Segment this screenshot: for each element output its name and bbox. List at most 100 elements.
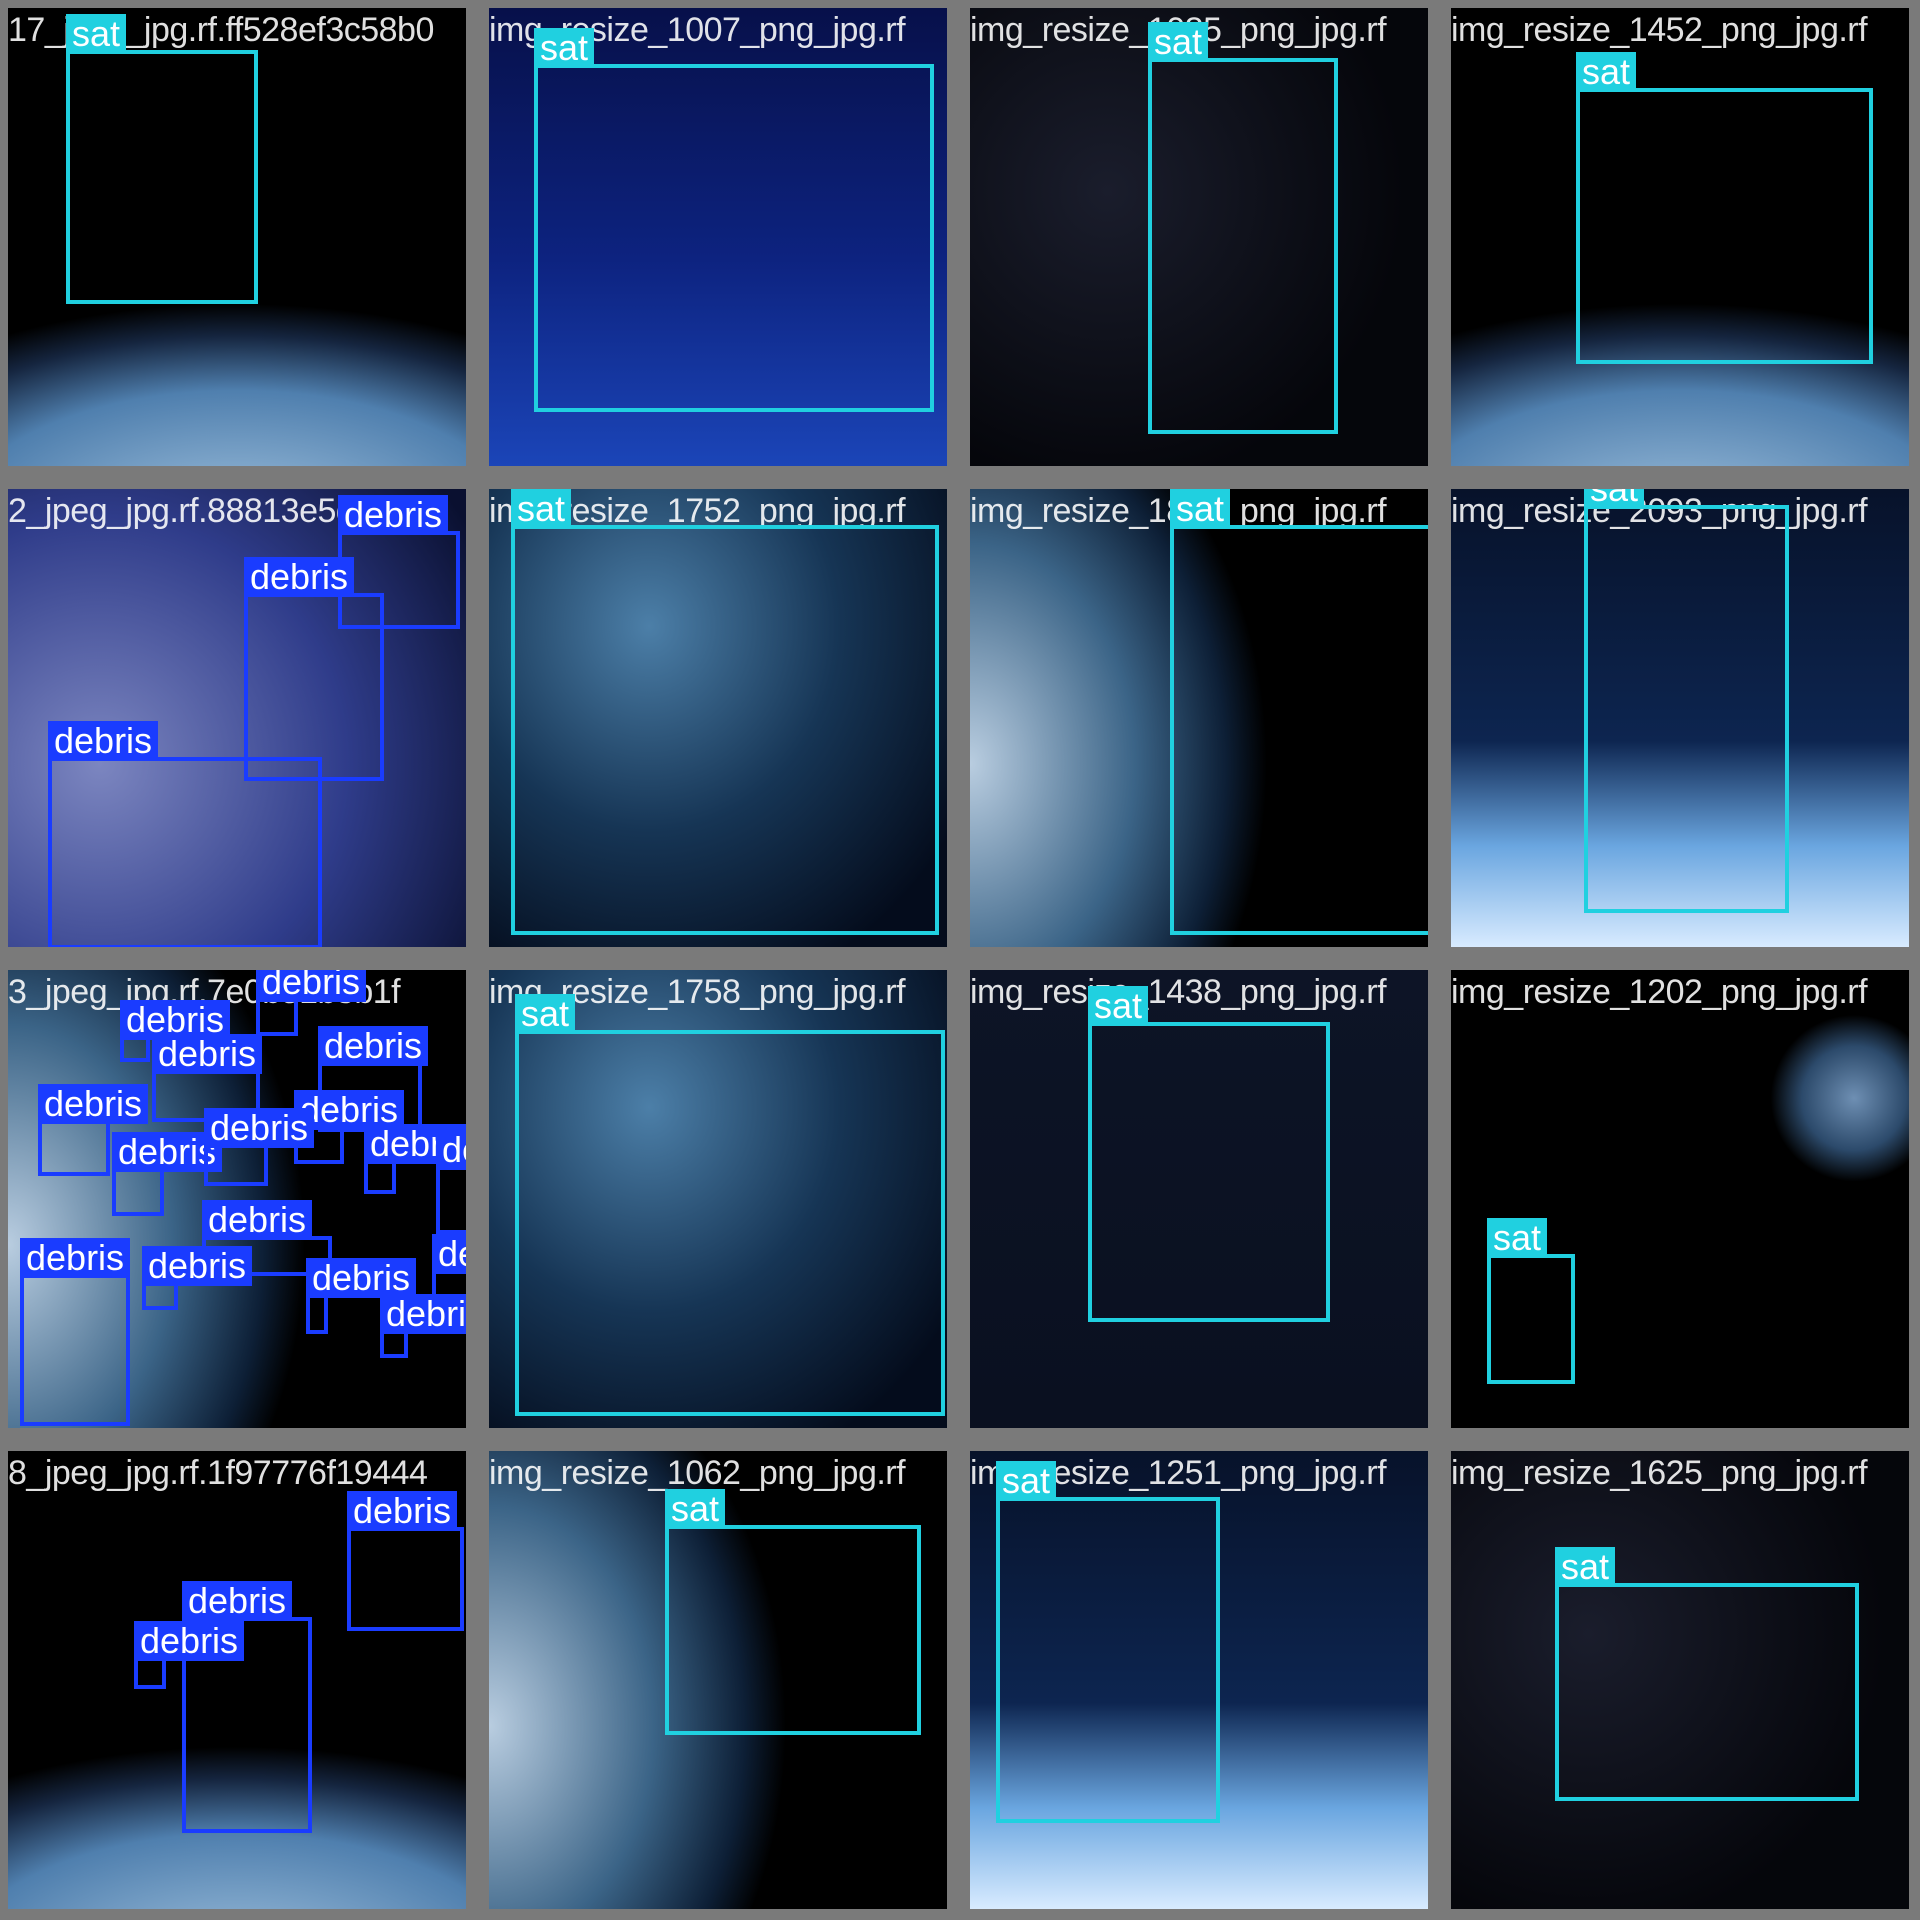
debris-bounding-box: debris: [338, 495, 460, 629]
debris-bounding-box: debris: [112, 1132, 223, 1216]
sat-label-tag: sat: [534, 28, 595, 68]
debris-label-tag: debris: [48, 721, 159, 761]
sat-label-tag: sat: [1487, 1218, 1548, 1258]
debris-bounding-box: debris: [48, 721, 322, 947]
image-tile: img_resize_1452_png_jpg.rf sat: [1451, 8, 1909, 466]
tile-filename: 8_jpeg_jpg.rf.1f97776f19444: [8, 1454, 428, 1492]
debris-label-tag: debris: [318, 1026, 429, 1066]
debris-bounding-box: debris: [120, 1000, 231, 1062]
photo-background: [970, 1451, 1428, 1909]
photo-background: [8, 8, 466, 466]
photo-background: [489, 489, 947, 947]
debris-bounding-box: debris: [182, 1581, 312, 1833]
tile-filename: img_resize_1452_png_jpg.rf: [1451, 11, 1868, 49]
sat-bounding-box: sat: [1555, 1547, 1859, 1801]
sat-label-tag: sat: [1555, 1547, 1616, 1587]
image-tile: 2_jpeg_jpg.rf.88813e5dda7bd debris debris d…: [8, 489, 466, 947]
sat-label-tag: sat: [1148, 22, 1209, 62]
debris-bounding-box: debris: [436, 1130, 466, 1234]
debris-bounding-box: debris: [134, 1621, 245, 1689]
sat-label-tag: sat: [511, 489, 572, 529]
debris-label-tag: debris: [347, 1491, 458, 1531]
image-tile: img_resize_1251_png_jpg.rf sat: [970, 1451, 1428, 1909]
debris-label-tag: debris: [112, 1132, 223, 1172]
debris-label-tag: debris: [436, 1130, 466, 1170]
debris-bounding-box: debris: [204, 1108, 315, 1186]
image-tile: img_resize_1438_png_jpg.rf sat: [970, 970, 1428, 1428]
debris-label-tag: debris: [256, 970, 367, 1002]
debris-label-tag: debris: [182, 1581, 293, 1621]
debris-label-tag: debris: [38, 1084, 149, 1124]
tile-filename: img_resize_1202_png_jpg.rf: [1451, 973, 1868, 1011]
debris-label-tag: debris: [152, 1034, 263, 1074]
debris-label-tag: debris: [202, 1200, 313, 1240]
debris-label-tag: debris: [134, 1621, 245, 1661]
photo-background: [8, 489, 466, 947]
sat-label-tag: sat: [996, 1461, 1057, 1501]
image-tile: 3_jpeg_jpg.rf.7e0b51b3b1f debris debris deb…: [8, 970, 466, 1428]
tile-filename: img_resize_2093_png_jpg.rf: [1451, 492, 1868, 530]
photo-background: [970, 970, 1428, 1428]
image-tile: img_resize_1007_png_jpg.rf sat: [489, 8, 947, 466]
debris-label-tag: debris: [338, 495, 449, 535]
debris-bounding-box: debris: [256, 970, 367, 1036]
debris-bounding-box: debris: [244, 557, 384, 781]
debris-bounding-box: debris: [20, 1238, 131, 1426]
debris-label-tag: debris: [380, 1294, 466, 1334]
photo-background: [489, 970, 947, 1428]
debris-bounding-box: debris: [380, 1294, 466, 1358]
photo-background: [1451, 1451, 1909, 1909]
sat-bounding-box: sat: [1148, 22, 1338, 434]
sat-label-tag: sat: [1088, 986, 1149, 1026]
debris-label-tag: debris: [142, 1246, 253, 1286]
photo-background: [970, 8, 1428, 466]
debris-label-tag: debris: [244, 557, 355, 597]
sat-label-tag: sat: [1170, 489, 1231, 529]
sat-label-tag: sat: [665, 1489, 726, 1529]
photo-background: [1451, 970, 1909, 1428]
debris-bounding-box: debris: [152, 1034, 263, 1122]
sat-label-tag: sat: [1576, 52, 1637, 92]
tile-filename: img_resize_1062_png_jpg.rf: [489, 1454, 906, 1492]
image-tile: img_resize_1758_png_jpg.rf sat: [489, 970, 947, 1428]
debris-label-tag: debris: [120, 1000, 231, 1040]
tile-filename: img_resize_1438_png_jpg.rf: [970, 973, 1387, 1011]
photo-background: [489, 8, 947, 466]
debris-bounding-box: debris: [347, 1491, 464, 1631]
sat-bounding-box: sat: [1088, 986, 1330, 1322]
photo-background: [970, 489, 1428, 947]
sat-bounding-box: sat: [534, 28, 934, 412]
image-tile: 17_jpeg_jpg.rf.ff528ef3c58b0 sat: [8, 8, 466, 466]
sat-label-tag: sat: [515, 994, 576, 1034]
debris-label-tag: debris: [306, 1258, 417, 1298]
sat-label-tag: sat: [66, 14, 127, 54]
image-tile: img_resize_1062_png_jpg.rf sat: [489, 1451, 947, 1909]
photo-background: [1451, 489, 1909, 947]
debris-bounding-box: debris: [202, 1200, 332, 1276]
tile-filename: img_resize_1625_png_jpg.rf: [1451, 1454, 1868, 1492]
sat-label-tag: sat: [1584, 489, 1645, 509]
sat-bounding-box: sat: [1487, 1218, 1575, 1384]
sat-bounding-box: sat: [1584, 489, 1789, 913]
debris-bounding-box: debris: [306, 1258, 417, 1334]
debris-bounding-box: debris: [364, 1124, 466, 1194]
debris-label-tag: debris: [432, 1234, 466, 1274]
sat-bounding-box: sat: [515, 994, 945, 1416]
sat-bounding-box: sat: [665, 1489, 921, 1735]
sat-bounding-box: sat: [1170, 489, 1428, 935]
image-tile: 8_jpeg_jpg.rf.1f97776f19444 debris debris d…: [8, 1451, 466, 1909]
photo-background: [1451, 8, 1909, 466]
debris-bounding-box: debris: [38, 1084, 149, 1176]
debris-label-tag: debris: [204, 1108, 315, 1148]
debris-bounding-box: debris: [432, 1234, 466, 1310]
image-tile: img_resize_1752_png_jpg.rf sat: [489, 489, 947, 947]
debris-bounding-box: debris: [142, 1246, 253, 1310]
debris-label-tag: debris: [20, 1238, 131, 1278]
sat-bounding-box: sat: [66, 14, 258, 304]
